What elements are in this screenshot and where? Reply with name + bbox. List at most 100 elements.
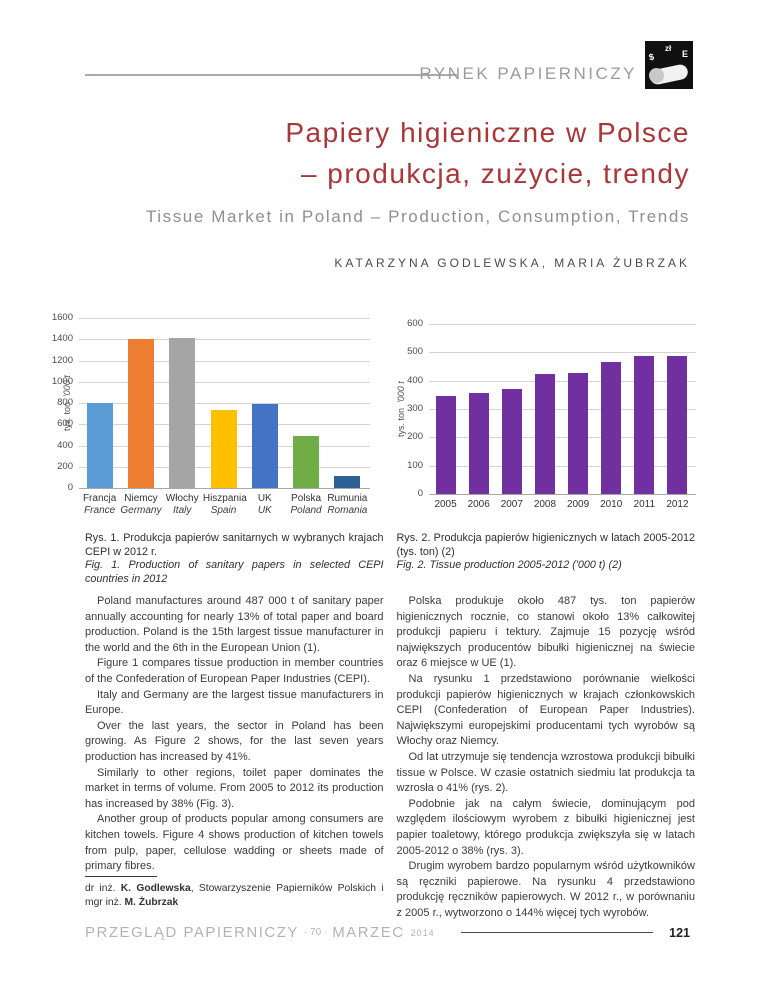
bar xyxy=(667,356,688,494)
article-authors: KATARZYNA GODLEWSKA, MARIA ŻUBRZAK xyxy=(334,256,690,270)
bar xyxy=(127,339,154,488)
issue-month: MARZEC xyxy=(332,924,405,941)
x-tick-label: Francja France xyxy=(82,493,117,516)
bar xyxy=(468,392,489,494)
bar xyxy=(435,396,456,494)
x-tick-label: 2012 xyxy=(666,499,689,510)
x-tick-label: 2005 xyxy=(434,499,457,510)
body-paragraph: Poland manufactures around 487 000 t of … xyxy=(85,595,384,654)
y-tick-label: 100 xyxy=(407,459,423,471)
footnote-text: dr inż. K. Godlewska, Stowarzyszenie Pap… xyxy=(85,882,384,910)
y-tick-label: 1600 xyxy=(51,312,73,323)
body-paragraph: Another group of products popular among … xyxy=(85,813,384,873)
y-tick-label: 0 xyxy=(67,482,73,493)
y-tick-label: 600 xyxy=(407,318,423,329)
y-tick-label: 1000 xyxy=(51,375,73,387)
zloty-icon: zł xyxy=(665,44,672,53)
y-tick-label: 200 xyxy=(57,460,73,472)
footnote-rule xyxy=(85,876,157,877)
dollar-icon: $ xyxy=(647,51,656,63)
body-paragraph: Figure 1 compares tissue production in m… xyxy=(85,657,384,685)
body-paragraph: Na rysunku 1 przedstawiono porównanie wi… xyxy=(396,672,696,748)
x-tick-label: 2006 xyxy=(467,499,490,510)
article-title-line1: Papiery higieniczne w Polsce xyxy=(285,117,690,148)
y-gridline xyxy=(79,381,370,383)
y-tick-label: 800 xyxy=(57,397,73,408)
x-tick-label: 2010 xyxy=(600,499,623,510)
y-tick-label: 1200 xyxy=(51,354,73,366)
footnote-author-name: K. Godlewska xyxy=(120,883,191,894)
bar xyxy=(334,476,361,488)
y-tick-label: 600 xyxy=(57,418,73,430)
x-tick-label: Włochy Italy xyxy=(165,493,199,516)
figure-2-bar-chart: 0 100 200 300 400 500 600 tys. ton '000 t 2005 20… xyxy=(384,305,696,527)
english-paragraphs: Poland manufactures around 487 000 t of … xyxy=(85,594,384,875)
footnote-text-segment: , Stowarzyszenie Papierników Polskich i … xyxy=(85,883,384,908)
x-tick-label: 2011 xyxy=(633,499,656,510)
y-tick-label: 200 xyxy=(407,431,423,443)
bar xyxy=(634,356,655,494)
bar xyxy=(568,372,589,494)
body-text: Poland manufactures around 487 000 t of … xyxy=(85,594,696,919)
captions-row: Rys. 1. Produkcja papierów sanitarnych w… xyxy=(85,532,695,586)
author-footnote: dr inż. K. Godlewska, Stowarzyszenie Pap… xyxy=(85,876,384,910)
page-footer: PRZEGLĄD PAPIERNICZY · 70 · MARZEC 2014 … xyxy=(85,924,690,941)
article-title-line2: – produkcja, zużycie, trendy xyxy=(300,158,690,189)
title-block: Papiery higieniczne w Polsce – produkcja… xyxy=(85,112,690,270)
y-gridline xyxy=(79,318,370,319)
x-tick-label: 2009 xyxy=(566,499,590,510)
y-tick-label: 1400 xyxy=(51,333,73,345)
footnote-text-segment: dr inż. xyxy=(85,883,121,894)
page-number: 121 xyxy=(669,925,690,940)
figures-row: 0 200 400 600 800 1000 1200 1400 1600 tys. ton '0… xyxy=(52,305,696,527)
body-paragraph: Podobnie jak na całym świecie, dominując… xyxy=(396,797,696,857)
y-gridline xyxy=(79,360,370,362)
y-gridline xyxy=(429,352,696,354)
journal-name: PRZEGLĄD PAPIERNICZY xyxy=(85,924,299,941)
bar xyxy=(210,410,237,488)
article-subtitle: Tissue Market in Poland – Production, Co… xyxy=(145,207,690,226)
figure-2-caption-pl: Rys. 2. Produkcja papierów higienicznych… xyxy=(396,532,696,558)
issue-number: · 70 · xyxy=(303,927,328,938)
section-label: RYNEK PAPIERNICZY xyxy=(419,64,637,83)
bar xyxy=(251,404,278,488)
body-paragraph: Polska produkuje około 487 tys. ton papi… xyxy=(396,595,696,670)
y-tick-label: 300 xyxy=(407,403,423,414)
bar xyxy=(501,389,522,494)
body-paragraph: Italy and Germany are the largest tissue… xyxy=(85,688,384,717)
bar xyxy=(169,338,196,488)
x-tick-label: Rumunia Romania xyxy=(327,493,368,516)
figure-2-caption: Rys. 2. Produkcja papierów higienicznych… xyxy=(397,532,696,586)
y-gridline xyxy=(429,324,696,325)
bar xyxy=(293,435,320,488)
figure-2-caption-en: Fig. 2. Tissue production 2005-2012 ('00… xyxy=(396,559,622,572)
y-gridline xyxy=(429,494,696,495)
figure-1-caption-pl: Rys. 1. Produkcja papierów sanitarnych w… xyxy=(85,532,384,558)
x-tick-label: Niemcy Germany xyxy=(120,493,162,516)
issue-year: 2014 xyxy=(410,927,435,938)
journal-logo: $ zł E xyxy=(645,41,693,89)
footnote-author-name: M. Żubrzak xyxy=(124,897,179,908)
body-paragraph: Od lat utrzymuje się tendencja wzrostowa… xyxy=(396,750,696,795)
footer-rule xyxy=(460,932,654,933)
figure-1-bar-chart: 0 200 400 600 800 1000 1200 1400 1600 tys. ton '0… xyxy=(52,305,370,527)
y-axis-title: tys. ton '000 t xyxy=(62,375,72,431)
header-rule xyxy=(85,74,457,76)
y-tick-label: 500 xyxy=(407,346,423,358)
bar xyxy=(601,362,622,494)
x-tick-label: Polska Poland xyxy=(290,493,322,516)
polish-paragraphs: Polska produkuje około 487 tys. ton papi… xyxy=(397,594,696,921)
y-gridline xyxy=(79,403,370,404)
body-paragraph: Drugim wyrobem bardzo popularnym wśród u… xyxy=(396,860,696,919)
bar xyxy=(534,374,555,494)
x-tick-label: Hiszpania Spain xyxy=(202,493,247,516)
bar xyxy=(86,403,113,488)
euro-icon: E xyxy=(681,49,688,59)
figure-1-caption-en: Fig. 1. Production of sanitary papers in… xyxy=(85,559,384,585)
body-column-polish: Polska produkuje około 487 tys. ton papi… xyxy=(397,594,696,919)
y-tick-label: 400 xyxy=(57,439,73,451)
body-paragraph: Similarly to other regions, toilet paper… xyxy=(85,766,384,810)
x-tick-label: 2007 xyxy=(500,499,523,510)
y-gridline xyxy=(429,380,696,382)
